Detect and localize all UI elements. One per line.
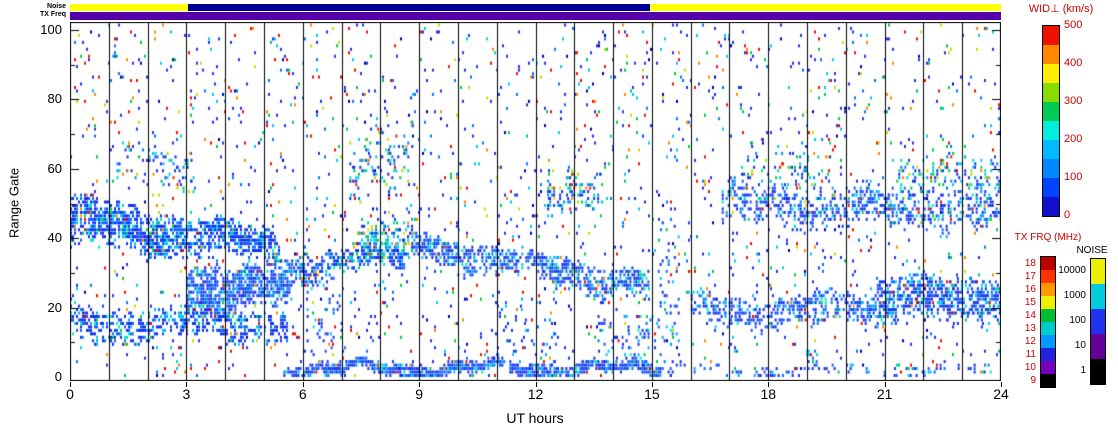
noise-strip-segment bbox=[188, 4, 650, 11]
wid-colorbar-tick-label: 300 bbox=[1064, 95, 1083, 107]
wid-colorbar-tick-label: 400 bbox=[1064, 57, 1083, 69]
txfrq-colorbar-title: TX FRQ (MHz) bbox=[1014, 232, 1082, 243]
noise-strip-label: Noise bbox=[46, 3, 66, 10]
noise-strip-segment bbox=[649, 4, 1001, 11]
x-tick-label: 12 bbox=[527, 386, 544, 402]
x-tick-mark bbox=[186, 382, 188, 387]
wid-colorbar-segment bbox=[1043, 26, 1059, 45]
wid-colorbar bbox=[1042, 25, 1060, 217]
txfrq-colorbar-segment bbox=[1041, 322, 1055, 335]
y-tick-label: 40 bbox=[47, 230, 62, 246]
wid-colorbar-tick-label: 100 bbox=[1064, 171, 1083, 183]
txfrq-colorbar bbox=[1040, 256, 1056, 388]
noise-colorbar-tick-label: 100 bbox=[1069, 315, 1086, 326]
x-tick-label: 15 bbox=[644, 386, 660, 402]
wid-colorbar-segment bbox=[1043, 121, 1059, 140]
x-tick-mark bbox=[1001, 382, 1002, 387]
x-tick-mark bbox=[768, 382, 770, 387]
noise-colorbar-tick-label: 1000 bbox=[1063, 290, 1086, 301]
txfrq-colorbar-segment bbox=[1041, 361, 1055, 374]
wid-colorbar-segment bbox=[1043, 64, 1059, 83]
wid-colorbar-segment bbox=[1043, 178, 1059, 197]
wid-colorbar-segment bbox=[1043, 197, 1059, 216]
tx_freq-strip-segment bbox=[70, 12, 1001, 20]
x-tick-mark bbox=[419, 382, 421, 387]
noise-colorbar-segment bbox=[1091, 334, 1105, 359]
txfreq-strip-label: TX Freq bbox=[39, 11, 66, 18]
noise-colorbar-title: NOISE bbox=[1076, 245, 1108, 256]
noise-colorbar-segment bbox=[1091, 259, 1105, 284]
txfrq-colorbar-segment bbox=[1041, 296, 1055, 309]
noise-colorbar-segment bbox=[1091, 309, 1105, 334]
txfrq-colorbar-tick-label: 10 bbox=[1024, 361, 1036, 373]
txfrq-colorbar-tick-label: 12 bbox=[1024, 335, 1036, 347]
txfrq-colorbar-tick-label: 17 bbox=[1024, 270, 1036, 282]
wid-colorbar-segment bbox=[1043, 159, 1059, 178]
txfrq-colorbar-segment bbox=[1041, 283, 1055, 296]
noise-strip-segment bbox=[70, 4, 189, 11]
y-axis-title: Range Gate bbox=[6, 167, 22, 239]
x-tick-mark bbox=[70, 382, 71, 387]
wid-colorbar-segment bbox=[1043, 140, 1059, 159]
y-tick-label: 20 bbox=[47, 299, 62, 315]
x-tick-label: 3 bbox=[182, 386, 191, 402]
x-tick-mark bbox=[302, 382, 304, 387]
noise-colorbar-segment bbox=[1091, 284, 1105, 309]
noise-colorbar-tick-label: 10000 bbox=[1058, 265, 1086, 276]
noise-colorbar-tick-label: 1 bbox=[1080, 365, 1086, 376]
txfrq-colorbar-tick-label: 15 bbox=[1024, 296, 1036, 308]
txfrq-colorbar-tick-label: 16 bbox=[1024, 283, 1036, 295]
x-tick-label: 21 bbox=[876, 386, 893, 402]
txfrq-colorbar-segment bbox=[1041, 257, 1055, 270]
x-tick-mark bbox=[884, 382, 886, 387]
txfrq-colorbar-tick-label: 11 bbox=[1025, 348, 1036, 360]
wid-colorbar-segment bbox=[1043, 83, 1059, 102]
x-tick-label: 9 bbox=[415, 386, 424, 402]
txfrq-colorbar-tick-label: 9 bbox=[1030, 374, 1036, 386]
wid-colorbar-segment bbox=[1043, 45, 1059, 64]
y-tick-label: 80 bbox=[47, 91, 62, 107]
wid-colorbar-segment bbox=[1043, 102, 1059, 121]
x-tick-label: 24 bbox=[993, 386, 1009, 402]
txfrq-colorbar-tick-label: 18 bbox=[1024, 257, 1036, 269]
y-tick-label: 0 bbox=[54, 369, 62, 384]
txfrq-colorbar-segment bbox=[1041, 335, 1055, 348]
x-tick-label: 6 bbox=[298, 386, 307, 402]
wid-colorbar-title: WID⊥ (km/s) bbox=[1028, 3, 1094, 15]
wid-colorbar-tick-label: 0 bbox=[1064, 209, 1071, 221]
x-axis-title: UT hours bbox=[506, 410, 564, 426]
x-tick-mark bbox=[535, 382, 537, 387]
y-tick-label: 100 bbox=[40, 22, 62, 37]
x-tick-label: 18 bbox=[760, 386, 777, 402]
txfrq-colorbar-segment bbox=[1041, 309, 1055, 322]
rti-plot-canvas bbox=[70, 22, 1001, 381]
txfrq-colorbar-segment bbox=[1041, 270, 1055, 283]
y-tick-label: 60 bbox=[47, 160, 62, 176]
wid-colorbar-tick-label: 200 bbox=[1064, 133, 1083, 145]
noise-colorbar-tick-label: 10 bbox=[1074, 340, 1086, 351]
x-tick-mark bbox=[651, 382, 653, 387]
noise-colorbar-segment bbox=[1091, 359, 1105, 384]
txfrq-colorbar-segment bbox=[1041, 348, 1055, 361]
txfrq-colorbar-tick-label: 13 bbox=[1024, 322, 1036, 334]
txfrq-colorbar-tick-label: 14 bbox=[1024, 309, 1036, 321]
noise-colorbar bbox=[1090, 258, 1106, 385]
txfrq-colorbar-segment bbox=[1041, 374, 1055, 387]
wid-colorbar-tick-label: 500 bbox=[1064, 19, 1083, 31]
x-tick-label: 0 bbox=[66, 386, 74, 402]
